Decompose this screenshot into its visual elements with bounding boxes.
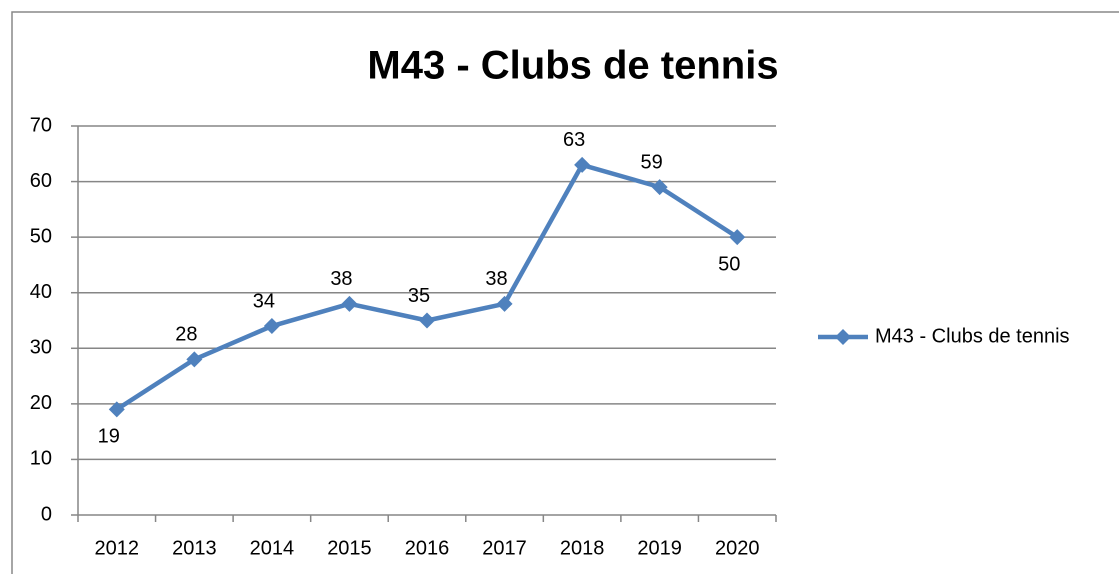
y-tick-label: 40: [30, 281, 52, 303]
data-point: [496, 295, 513, 312]
x-tick-label: 2015: [327, 537, 372, 559]
x-tick-label: 2020: [715, 537, 760, 559]
y-tick-label: 70: [30, 114, 52, 136]
y-tick-label: 0: [41, 503, 52, 525]
data-point: [651, 179, 668, 196]
data-point: [341, 295, 358, 312]
x-tick-label: 2017: [482, 537, 527, 559]
data-point: [186, 351, 203, 368]
data-point: [108, 401, 125, 418]
y-tick-label: 50: [30, 225, 52, 247]
data-point: [419, 312, 435, 329]
chart-title: M43 - Clubs de tennis: [367, 44, 778, 88]
data-label: 38: [485, 268, 507, 290]
data-label: 59: [641, 151, 663, 173]
y-tick-label: 60: [30, 170, 52, 192]
x-tick-label: 2012: [95, 537, 140, 559]
x-tick-label: 2019: [637, 537, 682, 559]
legend-label: M43 - Clubs de tennis: [875, 325, 1070, 347]
data-label: 38: [330, 268, 352, 290]
data-point: [574, 156, 591, 173]
data-label: 35: [408, 285, 430, 307]
data-label: 34: [253, 290, 275, 312]
data-label: 19: [98, 426, 120, 448]
data-label: 28: [175, 324, 197, 346]
y-tick-label: 30: [30, 337, 52, 359]
x-tick-label: 2013: [172, 537, 217, 559]
legend-marker: [835, 329, 851, 345]
data-label: 63: [563, 129, 585, 151]
x-tick-label: 2016: [405, 537, 450, 559]
x-tick-label: 2014: [250, 537, 295, 559]
y-tick-label: 10: [30, 448, 52, 470]
y-tick-label: 20: [30, 392, 52, 414]
data-point: [729, 229, 746, 246]
data-point: [263, 318, 280, 335]
x-tick-label: 2018: [560, 537, 605, 559]
data-label: 50: [718, 253, 740, 275]
